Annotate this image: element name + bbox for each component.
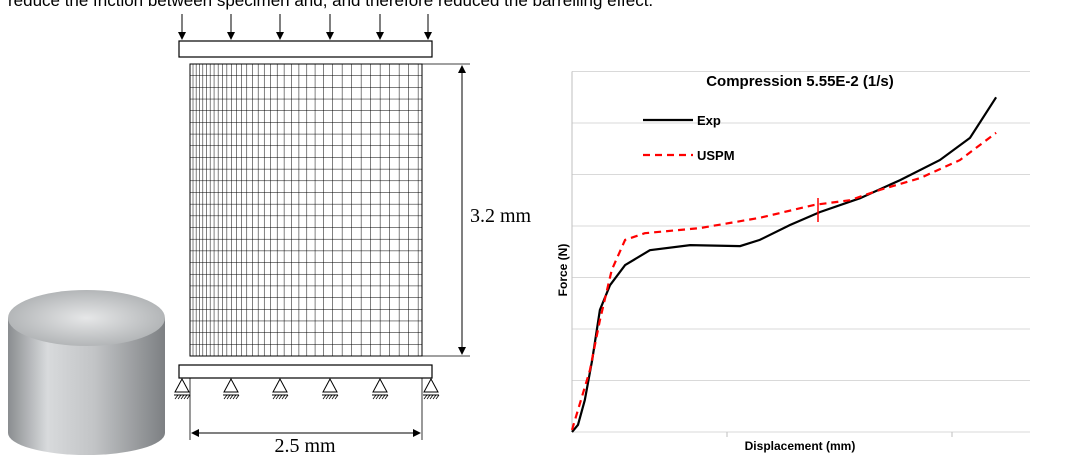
x-axis-label: Displacement (mm) — [745, 439, 856, 453]
y-axis-label: Force (N) — [556, 244, 570, 297]
support-hatch — [372, 394, 377, 400]
support-hatch — [381, 394, 386, 400]
support-hatch — [423, 394, 428, 400]
paper-text: reduce the friction between specimen and… — [8, 0, 654, 10]
series-line — [570, 131, 997, 431]
chart-title: Compression 5.55E-2 (1/s) — [706, 73, 894, 90]
legend-label: USPM — [697, 148, 735, 163]
support — [372, 377, 388, 393]
specimen-photo — [8, 290, 165, 455]
width-label: 2.5 mm — [274, 435, 336, 457]
support-hatch — [232, 394, 237, 400]
support-hatch — [183, 394, 188, 400]
support — [272, 377, 288, 393]
support-hatch — [384, 394, 389, 400]
support — [322, 377, 338, 393]
support-hatch — [177, 394, 182, 400]
support-hatch — [186, 394, 191, 400]
support — [423, 377, 439, 393]
mesh-diagram: 3.2 mm 2.5 mm — [174, 14, 532, 457]
support-hatch — [281, 394, 286, 400]
support-hatch — [426, 394, 431, 400]
support-hatch — [375, 394, 380, 400]
support-hatch — [275, 394, 280, 400]
support-hatch — [334, 394, 339, 400]
support-hatch — [278, 394, 283, 400]
support-hatch — [325, 394, 330, 400]
support-hatch — [331, 394, 336, 400]
height-label: 3.2 mm — [470, 205, 532, 227]
support-hatch — [223, 394, 228, 400]
support-hatch — [432, 394, 437, 400]
support-hatch — [235, 394, 240, 400]
support-hatch — [328, 394, 333, 400]
support-hatch — [284, 394, 289, 400]
legend-label: Exp — [697, 113, 721, 128]
chart: Compression 5.55E-2 (1/s) Force (N) Disp… — [556, 71, 1030, 453]
support-hatch — [322, 394, 327, 400]
support-hatch — [429, 394, 434, 400]
support-hatch — [272, 394, 277, 400]
support — [174, 377, 190, 393]
support-hatch — [174, 394, 179, 400]
support-hatch — [180, 394, 185, 400]
support-hatch — [435, 394, 440, 400]
series-line — [571, 96, 998, 433]
support — [223, 377, 239, 393]
support-hatch — [226, 394, 231, 400]
support-hatch — [378, 394, 383, 400]
support-hatch — [229, 394, 234, 400]
